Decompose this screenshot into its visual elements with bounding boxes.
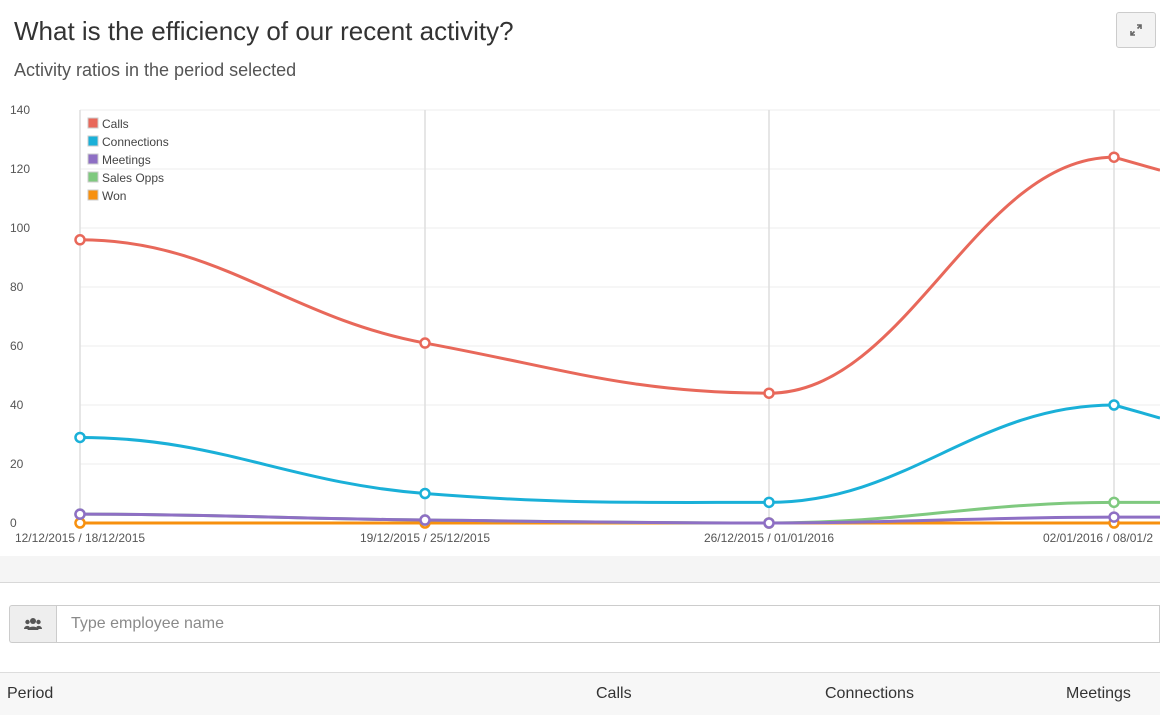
data-point-connections bbox=[763, 496, 775, 509]
x-tick-label: 12/12/2015 / 18/12/2015 bbox=[15, 531, 145, 545]
series-line-calls bbox=[79, 155, 1160, 395]
expand-arrows-icon bbox=[1130, 24, 1142, 36]
y-tick-label: 20 bbox=[10, 457, 24, 471]
data-point-meetings bbox=[1108, 511, 1120, 523]
legend-label-connections: Connections bbox=[102, 135, 169, 149]
x-tick-label: 26/12/2015 / 01/01/2016 bbox=[704, 531, 834, 545]
series-line-connections bbox=[79, 403, 1160, 504]
x-tick-label: 19/12/2015 / 25/12/2015 bbox=[360, 531, 490, 545]
employee-filter-addon bbox=[9, 605, 56, 643]
series-line-meetings bbox=[79, 512, 1160, 525]
legend-swatch-connections bbox=[87, 135, 99, 147]
column-header-period[interactable]: Period bbox=[7, 685, 54, 702]
column-header-connections[interactable]: Connections bbox=[825, 685, 914, 702]
table-header-row: Period Calls Connections Meetings bbox=[0, 672, 1160, 715]
data-point-calls bbox=[419, 337, 431, 349]
y-tick-label: 140 bbox=[10, 103, 30, 117]
y-tick-label: 120 bbox=[10, 162, 30, 176]
data-point-meetings bbox=[74, 508, 86, 520]
users-icon bbox=[24, 618, 42, 630]
y-tick-label: 60 bbox=[10, 339, 24, 353]
legend-label-sales-opps: Sales Opps bbox=[102, 171, 164, 185]
column-header-calls[interactable]: Calls bbox=[596, 685, 632, 702]
legend-swatch-meetings bbox=[87, 153, 99, 165]
data-point-meetings bbox=[419, 514, 431, 526]
data-point-calls bbox=[1108, 151, 1120, 163]
y-tick-label: 80 bbox=[10, 280, 24, 294]
legend-swatch-sales-opps bbox=[87, 171, 99, 183]
chart-footer-bar bbox=[0, 556, 1160, 583]
y-tick-label: 0 bbox=[10, 516, 17, 530]
y-tick-label: 40 bbox=[10, 398, 24, 412]
page-title: What is the efficiency of our recent act… bbox=[14, 16, 514, 46]
legend-label-won: Won bbox=[102, 189, 126, 203]
legend-swatch-won bbox=[87, 189, 99, 201]
x-tick-label: 02/01/2016 / 08/01/2 bbox=[1043, 531, 1153, 545]
page-subtitle: Activity ratios in the period selected bbox=[14, 60, 297, 80]
data-point-connections bbox=[74, 431, 86, 444]
legend-label-calls: Calls bbox=[102, 117, 129, 131]
y-tick-label: 100 bbox=[10, 221, 30, 235]
data-point-meetings bbox=[763, 517, 775, 529]
data-point-connections bbox=[419, 487, 431, 500]
employee-search-input[interactable] bbox=[56, 605, 1160, 643]
data-point-calls bbox=[763, 387, 775, 399]
legend-swatch-calls bbox=[87, 117, 99, 129]
data-point-sales-opps bbox=[1108, 496, 1120, 509]
legend-label-meetings: Meetings bbox=[102, 153, 151, 167]
line-chart: 0 20 40 60 80 100 120 140 12/12/2015 / 18/12/201… bbox=[10, 103, 1160, 545]
column-header-meetings[interactable]: Meetings bbox=[1066, 685, 1131, 702]
expand-button[interactable] bbox=[1116, 12, 1156, 48]
data-point-calls bbox=[74, 234, 86, 246]
data-point-connections bbox=[1108, 399, 1120, 411]
